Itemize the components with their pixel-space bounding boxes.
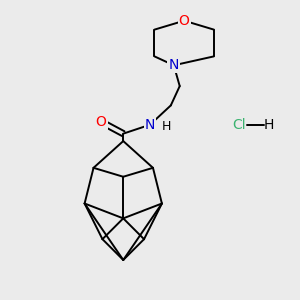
Text: O: O [95,115,106,129]
Text: Cl: Cl [232,118,246,132]
Text: N: N [145,118,155,132]
Text: N: N [169,58,179,72]
Text: H: H [264,118,274,132]
Text: H: H [161,120,171,133]
Text: O: O [179,14,190,28]
